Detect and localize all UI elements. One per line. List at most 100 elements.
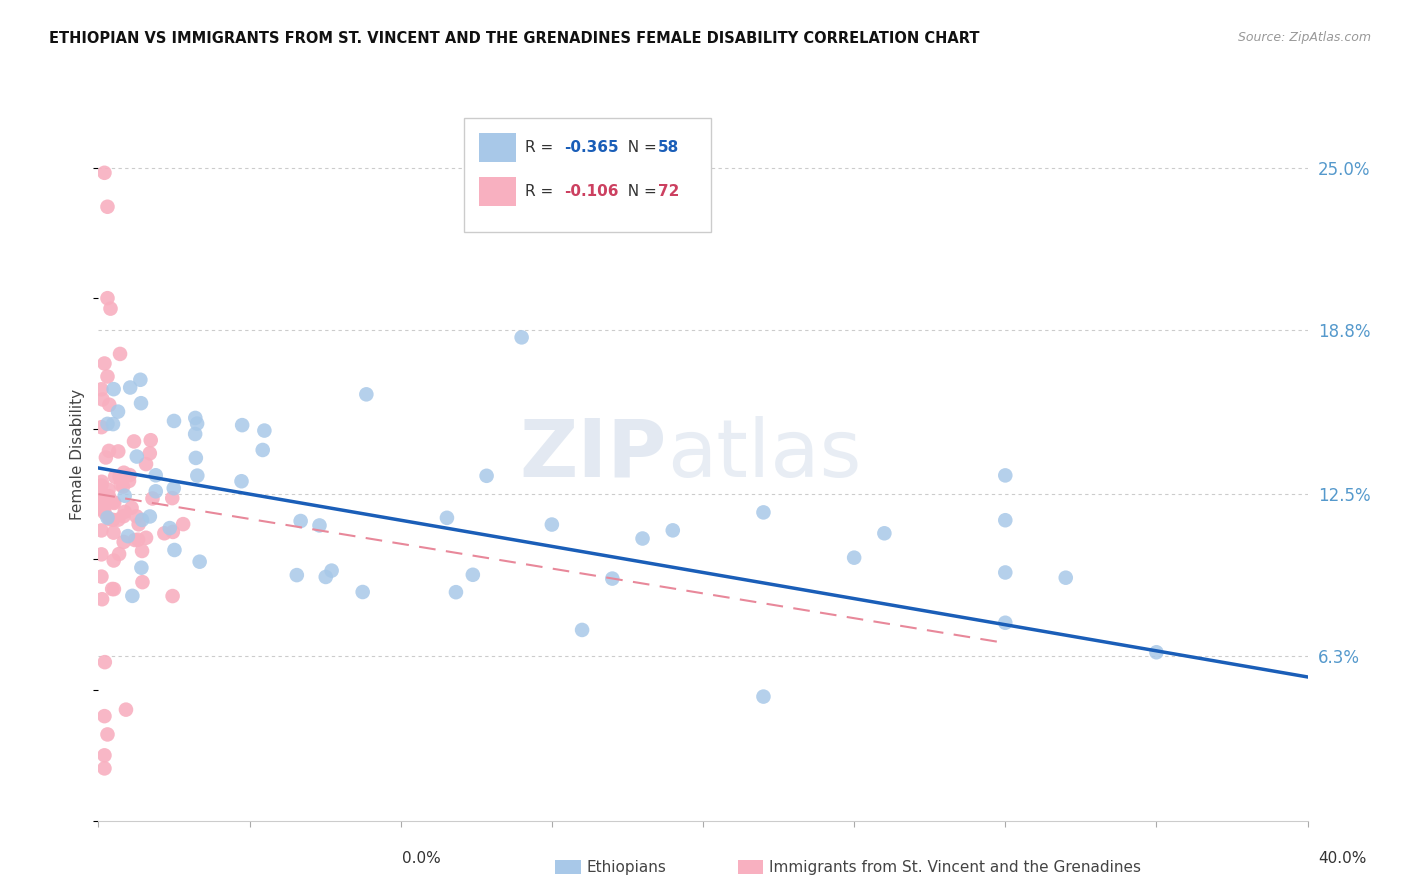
Text: N =: N =: [619, 140, 662, 155]
Point: [131, 560, 153, 574]
Point: [184, 427, 207, 442]
Point: [121, 500, 143, 515]
Text: 58: 58: [658, 140, 679, 155]
Point: [90, 501, 112, 516]
Point: [108, 469, 131, 483]
Point: [96, 510, 118, 524]
Point: [162, 524, 184, 539]
Point: [172, 517, 194, 532]
Point: [571, 623, 593, 637]
Point: [321, 564, 343, 578]
Point: [118, 474, 141, 488]
Point: [131, 575, 153, 590]
Point: [103, 582, 125, 596]
Point: [93, 748, 115, 763]
Point: [252, 442, 274, 457]
Text: ETHIOPIAN VS IMMIGRANTS FROM ST. VINCENT AND THE GRENADINES FEMALE DISABILITY CO: ETHIOPIAN VS IMMIGRANTS FROM ST. VINCENT…: [49, 31, 980, 46]
Point: [752, 690, 775, 704]
Point: [103, 525, 125, 540]
Point: [101, 417, 124, 431]
Point: [103, 382, 125, 396]
Point: [145, 468, 167, 483]
Point: [602, 572, 624, 586]
Point: [131, 513, 153, 527]
Point: [188, 555, 211, 569]
Text: 40.0%: 40.0%: [1319, 851, 1367, 865]
Point: [994, 566, 1017, 580]
Point: [127, 533, 149, 547]
Point: [159, 521, 181, 535]
Point: [135, 457, 157, 471]
Text: -0.365: -0.365: [564, 140, 619, 155]
Point: [93, 166, 115, 180]
Point: [121, 589, 143, 603]
Text: R =: R =: [526, 184, 558, 199]
Point: [101, 582, 124, 596]
Point: [90, 382, 112, 396]
Point: [752, 505, 775, 519]
Point: [163, 543, 186, 558]
Point: [141, 491, 163, 506]
Y-axis label: Female Disability: Female Disability: [70, 389, 86, 521]
Point: [184, 411, 207, 425]
Point: [101, 513, 124, 527]
Point: [91, 392, 114, 407]
Point: [90, 478, 112, 492]
Point: [139, 446, 162, 460]
Point: [90, 490, 112, 504]
Point: [90, 524, 112, 538]
Point: [90, 487, 112, 501]
Point: [356, 387, 378, 401]
Point: [994, 468, 1017, 483]
FancyBboxPatch shape: [464, 119, 711, 232]
Point: [93, 709, 115, 723]
Point: [103, 495, 125, 509]
Point: [994, 615, 1017, 630]
Point: [90, 547, 112, 561]
Point: [94, 450, 117, 465]
FancyBboxPatch shape: [479, 177, 516, 206]
Point: [253, 424, 276, 438]
Text: atlas: atlas: [666, 416, 860, 494]
Point: [285, 568, 308, 582]
Point: [98, 512, 121, 526]
Point: [231, 418, 253, 433]
Point: [93, 761, 115, 775]
Point: [108, 347, 131, 361]
Point: [93, 500, 115, 515]
Point: [510, 330, 533, 344]
Text: N =: N =: [619, 184, 662, 199]
Point: [163, 414, 186, 428]
Point: [184, 450, 207, 465]
Point: [90, 420, 112, 434]
Text: R =: R =: [526, 140, 558, 155]
Point: [93, 356, 115, 371]
Point: [290, 514, 312, 528]
Point: [436, 511, 458, 525]
Point: [96, 727, 118, 741]
Point: [98, 398, 121, 412]
Point: [844, 550, 866, 565]
Point: [103, 553, 125, 567]
Point: [661, 524, 683, 538]
Point: [231, 475, 253, 489]
Text: ZIP: ZIP: [519, 416, 666, 494]
Point: [873, 526, 896, 541]
Point: [163, 481, 186, 495]
Point: [100, 301, 122, 316]
Point: [125, 509, 148, 524]
Point: [540, 517, 562, 532]
Point: [1144, 645, 1167, 659]
Text: Ethiopians: Ethiopians: [586, 860, 666, 874]
Point: [139, 509, 162, 524]
Point: [1054, 571, 1077, 585]
Point: [114, 505, 136, 519]
Point: [128, 517, 150, 532]
Text: 72: 72: [658, 184, 679, 199]
Point: [153, 526, 176, 541]
Point: [131, 544, 153, 558]
Point: [122, 434, 145, 449]
FancyBboxPatch shape: [479, 133, 516, 162]
Point: [125, 450, 148, 464]
Point: [631, 532, 654, 546]
